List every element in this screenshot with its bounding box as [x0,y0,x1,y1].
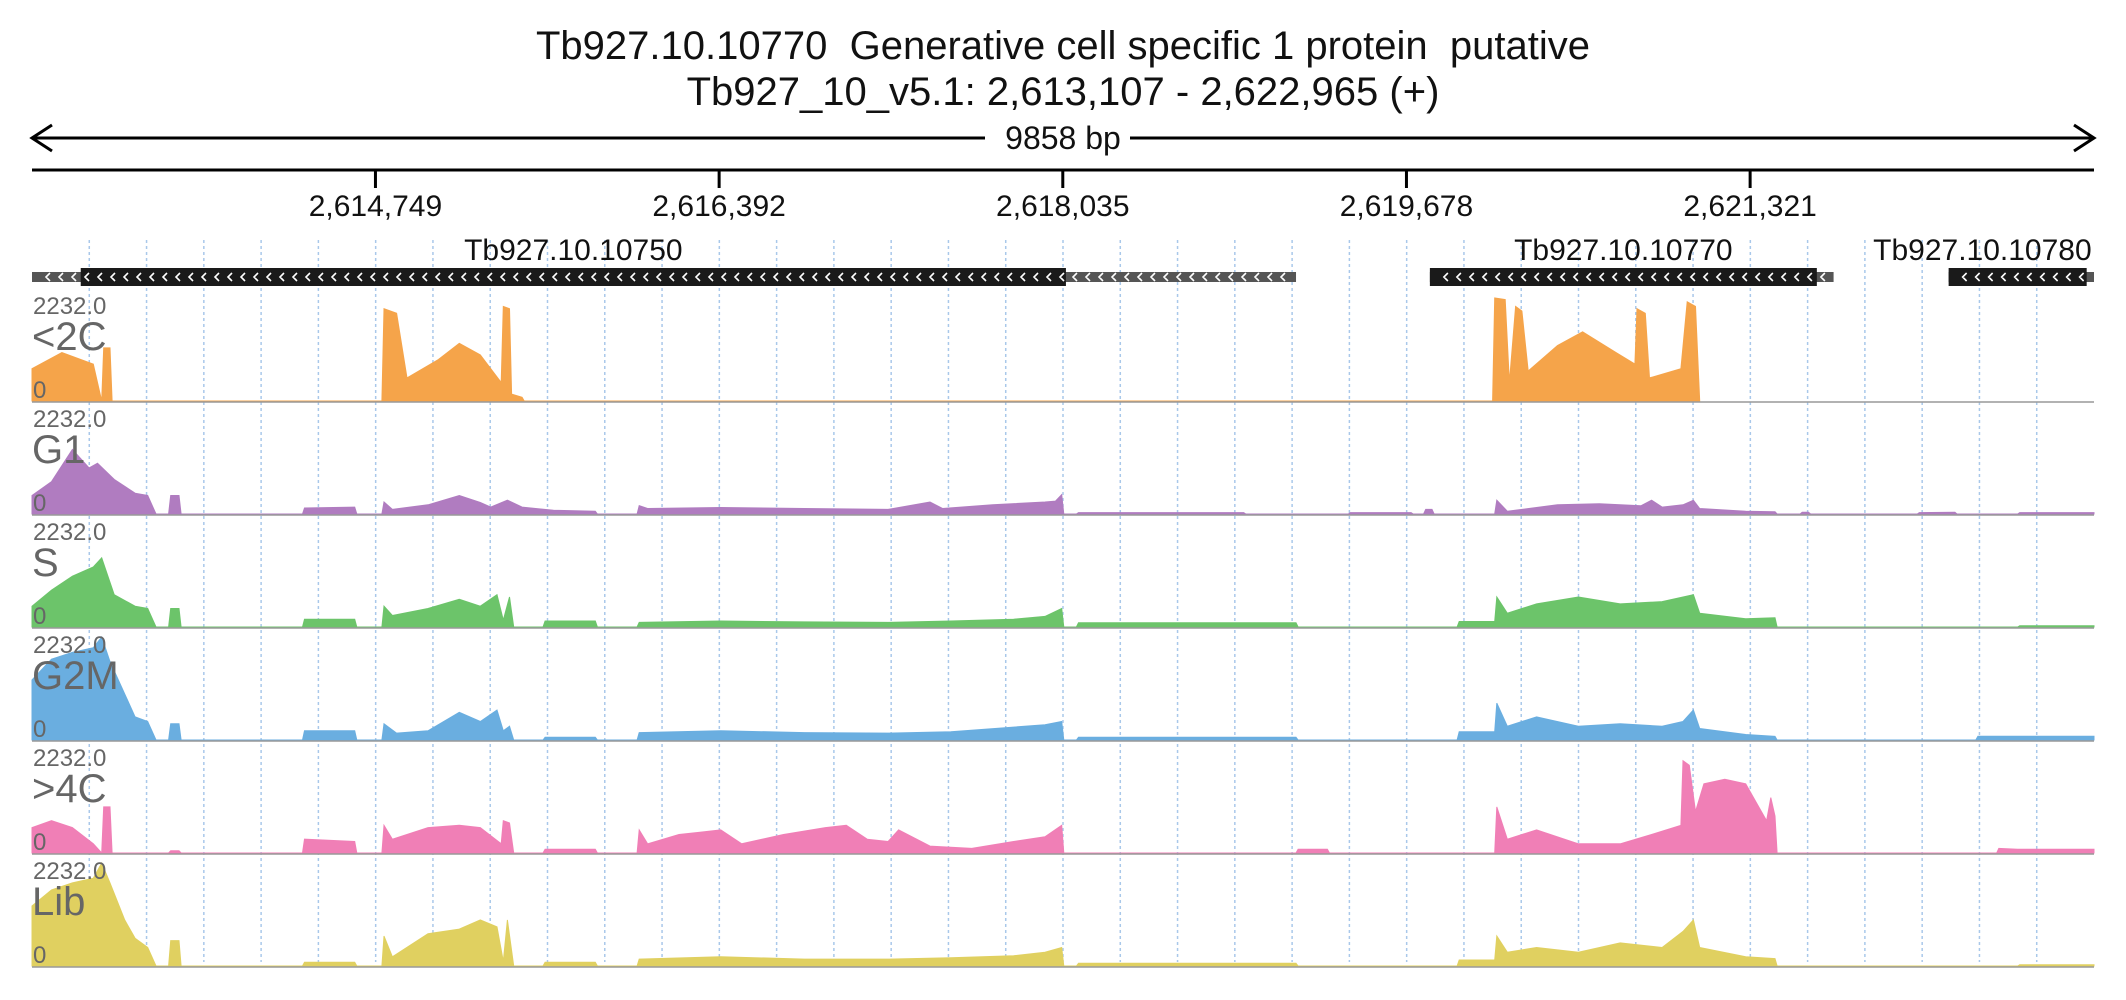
span-arrowhead-left [29,123,53,153]
coverage-area [31,556,2095,628]
span-ruler: 9858 bp [29,120,2097,156]
gene-annotation-track: Tb927.10.10750 Tb927.10.10770 Tb927.10.107… [32,234,2094,286]
y-max-label: 2232.0 [33,745,106,772]
y-min-label: 0 [33,603,46,630]
track-name: Lib [32,880,85,924]
strand-arrows [1961,272,2085,282]
x-tick-label: 2,618,035 [996,190,1129,223]
strand-arrows [44,272,1286,282]
coverage-track: 2232.0 0 <2C [31,293,2094,404]
y-min-label: 0 [33,377,46,404]
y-max-label: 2232.0 [33,293,106,320]
track-name: <2C [32,315,107,359]
x-tick-label: 2,621,321 [1683,190,1816,223]
y-max-label: 2232.0 [33,519,106,546]
coverage-tracks: 2232.00<2C2232.00G12232.00S2232.00G2M223… [31,293,2095,969]
gene-feature: Tb927.10.10770 [1429,234,1834,286]
coverage-track: 2232.0 0 >4C [31,745,2095,856]
x-axis-ticks: 2,614,749 2,616,392 2,618,035 2,619,678 2,62… [309,170,1817,223]
x-tick-label: 2,616,392 [652,190,785,223]
track-name: >4C [32,767,107,811]
y-min-label: 0 [33,829,46,856]
gene-cds-bar [1429,268,1817,286]
gene-cds-bar [1948,268,2087,286]
chart-subtitle: Tb927_10_v5.1: 2,613,107 - 2,622,965 (+) [686,70,1440,114]
strand-arrows [1442,272,1826,282]
coverage-area [31,635,2095,741]
y-max-label: 2232.0 [33,406,106,433]
gene-label: Tb927.10.10770 [1514,234,1733,267]
y-min-label: 0 [33,942,46,969]
gene-label: Tb927.10.10780 [1873,234,2092,267]
span-label: 9858 bp [1005,120,1121,156]
gene-feature: Tb927.10.10780 [1873,234,2094,286]
coverage-track: 2232.0 0 S [31,519,2095,630]
y-min-label: 0 [33,490,46,517]
coverage-track: 2232.0 0 G2M [31,632,2095,743]
x-tick-label: 2,619,678 [1340,190,1473,223]
span-arrowhead-right [2073,123,2097,153]
chart-title: Tb927.10.10770 Generative cell specific … [536,24,1590,68]
coverage-area [31,448,2095,515]
gene-label: Tb927.10.10750 [464,234,683,267]
y-max-label: 2232.0 [33,632,106,659]
track-name: G2M [32,654,119,698]
coverage-area [31,759,2095,855]
coverage-area [31,297,1701,402]
gene-feature: Tb927.10.10750 [32,234,1297,286]
track-name: G1 [32,428,85,472]
coverage-area [31,861,2095,967]
y-min-label: 0 [33,716,46,743]
track-name: S [32,541,59,585]
gene-cds-bar [80,268,1066,286]
coverage-track: 2232.0 0 Lib [31,858,2095,969]
coverage-track: 2232.0 0 G1 [31,406,2095,517]
x-tick-label: 2,614,749 [309,190,442,223]
y-max-label: 2232.0 [33,858,106,885]
